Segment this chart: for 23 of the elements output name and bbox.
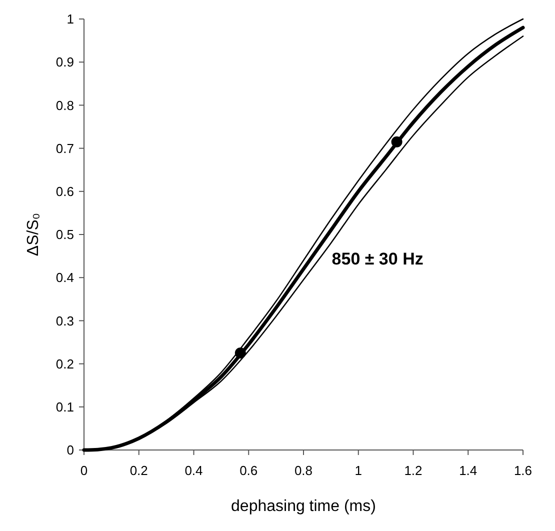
x-axis-title: dephasing time (ms) [231, 498, 376, 515]
x-tick-label: 0.2 [130, 463, 148, 478]
y-tick-label: 0.4 [56, 270, 74, 286]
y-tick-label: 0.1 [56, 399, 74, 414]
x-tick-label: 1.4 [459, 463, 478, 478]
x-tick-label: 1.6 [514, 463, 532, 478]
y-tick-label: 0.9 [56, 54, 74, 70]
x-tick-label: 0.8 [294, 463, 313, 478]
x-tick-label: 0.6 [240, 463, 258, 478]
y-tick-label: 0.8 [56, 98, 74, 113]
y-tick-label: 0.6 [56, 184, 74, 199]
x-tick-label: 0 [80, 463, 88, 478]
annotation: 850 ± 30 Hz [332, 250, 424, 269]
y-tick-label: 1 [66, 12, 74, 27]
y-axis-title: ΔS/S₀ [25, 212, 42, 256]
y-tick-label: 0.7 [56, 140, 74, 156]
y-tick-label: 0.5 [56, 227, 74, 242]
x-tick-label: 1 [354, 463, 362, 478]
x-tick-label: 1.2 [404, 463, 422, 478]
y-tick-label: 0.3 [56, 313, 74, 328]
y-tick-label: 0 [66, 442, 74, 458]
x-tick-label: 0.4 [184, 463, 203, 478]
y-tick-label: 0.2 [56, 356, 74, 372]
